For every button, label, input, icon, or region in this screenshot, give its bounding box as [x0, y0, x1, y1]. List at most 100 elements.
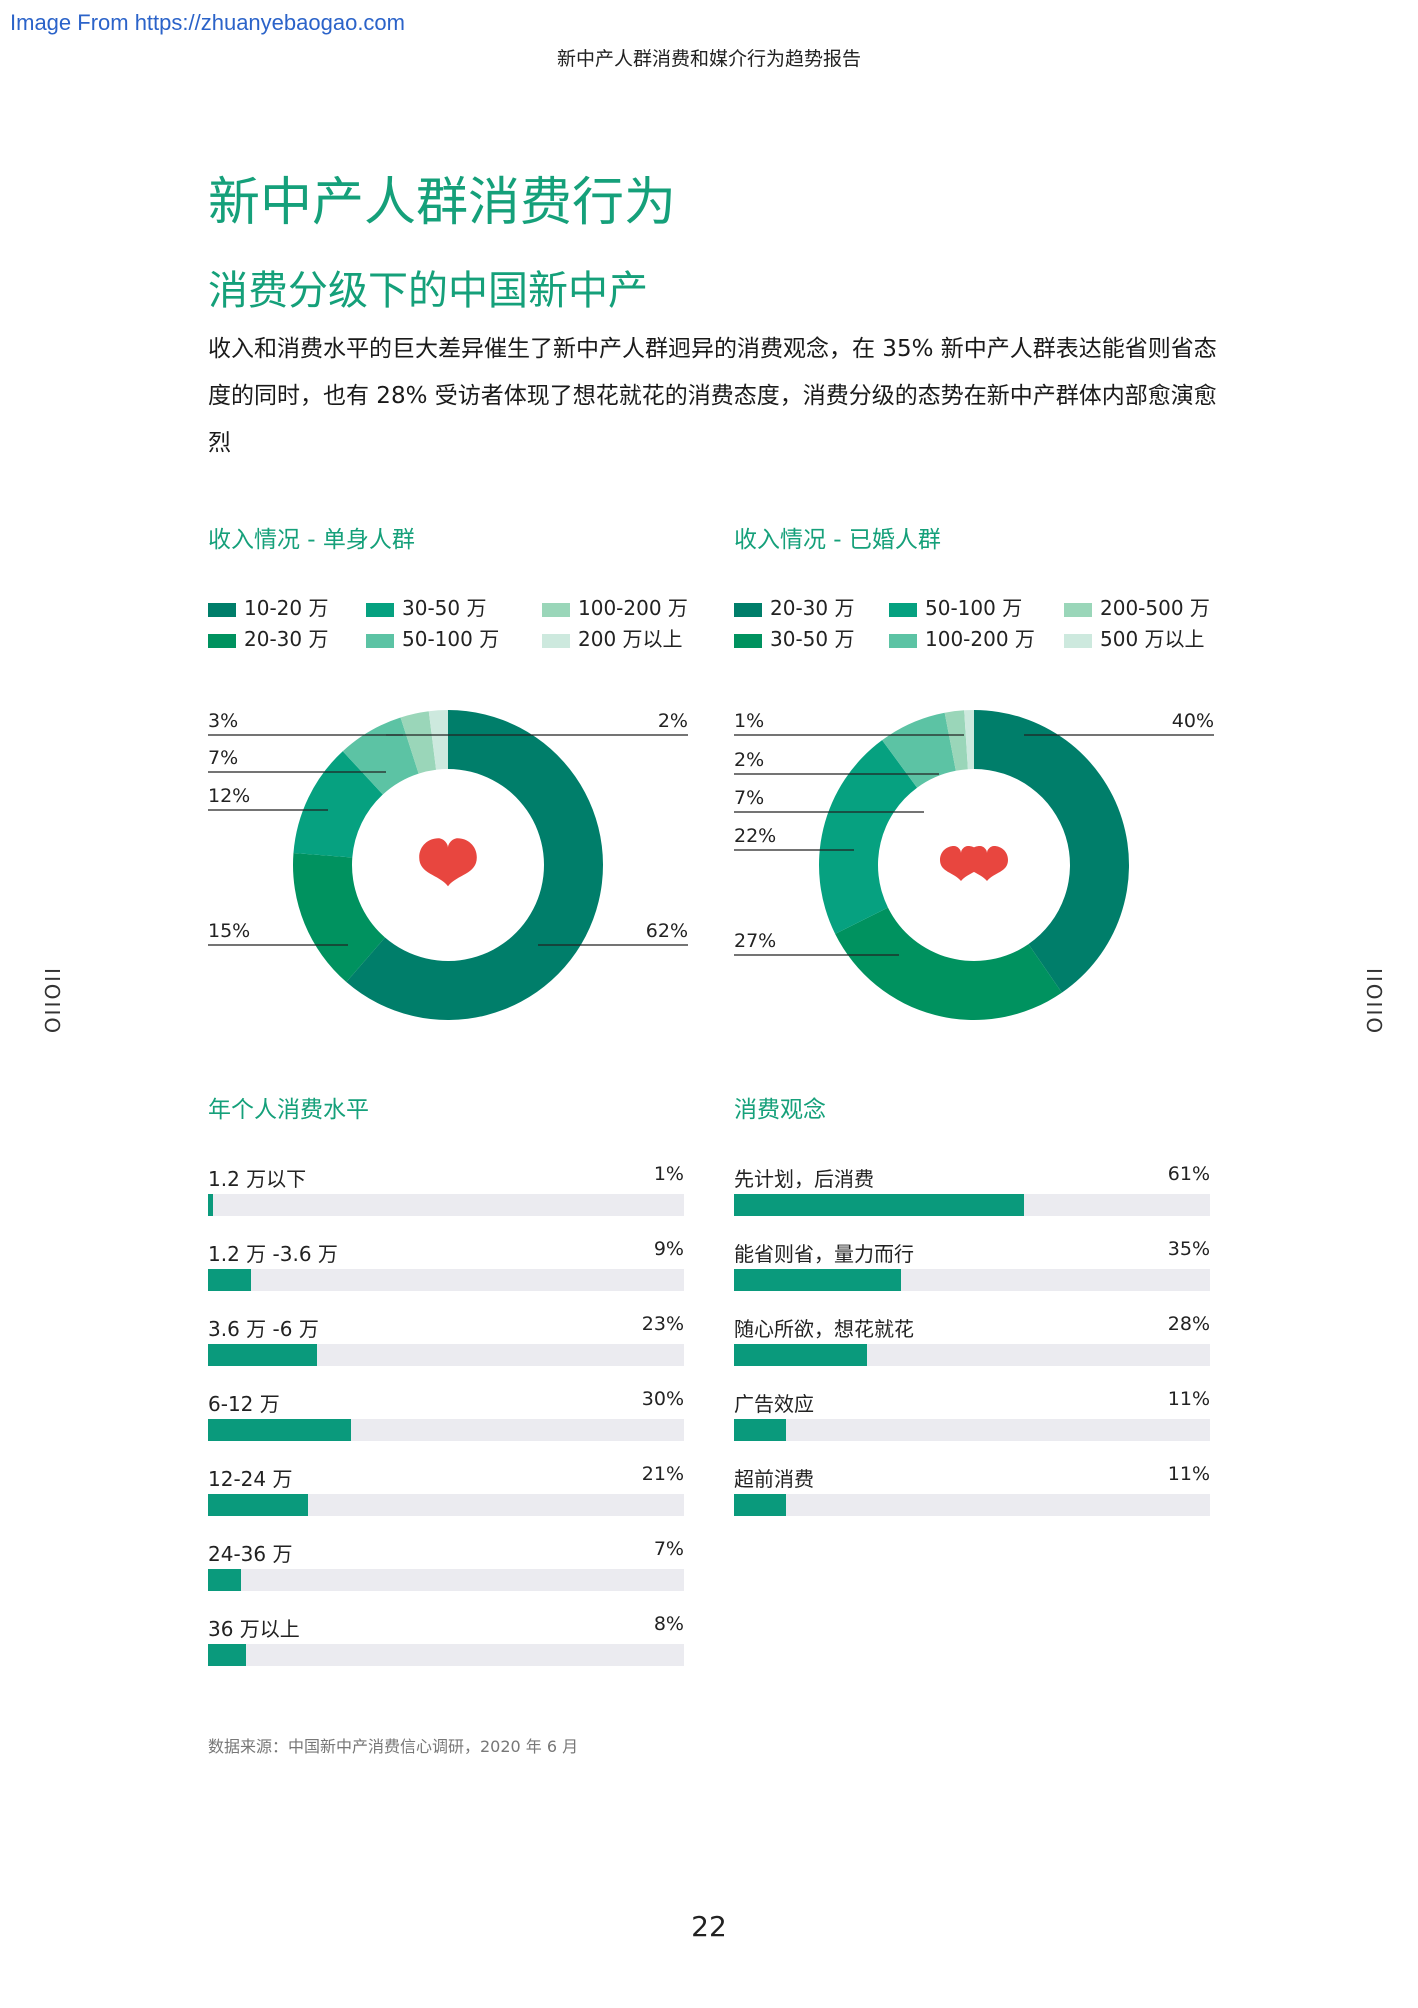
bar-track	[208, 1344, 684, 1366]
slice-label: 15%	[208, 920, 250, 942]
chart-title-married: 收入情况 - 已婚人群	[734, 527, 941, 553]
bar-track	[208, 1569, 684, 1591]
legend-item: 100-200 万	[542, 592, 688, 621]
bar-value-label: 7%	[653, 1538, 684, 1560]
bar-value-label: 30%	[641, 1388, 684, 1410]
donut-slice	[346, 710, 603, 1020]
bar-value-label: 28%	[1167, 1313, 1210, 1335]
side-mark-right: IIOIIO	[1362, 968, 1386, 1036]
donut-slice	[819, 740, 918, 934]
legend-label: 100-200 万	[578, 596, 688, 620]
slice-label: 2%	[658, 710, 688, 732]
bar-fill	[208, 1344, 318, 1366]
donut-slice	[342, 717, 419, 795]
page-title: 新中产人群消费行为	[208, 173, 677, 233]
legend-item: 30-50 万	[734, 623, 854, 652]
slice-label: 7%	[208, 747, 238, 769]
legend-swatch	[1064, 602, 1092, 617]
bar-fill	[734, 1419, 787, 1441]
legend-label: 20-30 万	[770, 596, 855, 620]
bar-category-label: 36 万以上	[208, 1617, 300, 1641]
donut-slice	[964, 710, 974, 770]
double-heart-icon	[940, 846, 1008, 881]
bar-category-label: 24-36 万	[208, 1542, 293, 1566]
bar-fill	[208, 1644, 247, 1666]
bar-track	[734, 1494, 1210, 1516]
bar-fill	[208, 1419, 351, 1441]
bar-track	[734, 1344, 1210, 1366]
bar-value-label: 21%	[641, 1463, 684, 1485]
bar-category-label: 随心所欲，想花就花	[734, 1317, 914, 1341]
bar-track	[208, 1494, 684, 1516]
single-heart-icon	[419, 838, 477, 887]
legend-label: 100-200 万	[925, 627, 1035, 651]
legend-item: 50-100 万	[889, 592, 1022, 621]
legend-item: 100-200 万	[889, 623, 1035, 652]
bar-track	[208, 1419, 684, 1441]
chart-title-spending-level: 年个人消费水平	[208, 1097, 369, 1123]
bar-fill	[208, 1194, 213, 1216]
bar-fill	[734, 1194, 1025, 1216]
legend-item: 200-500 万	[1064, 592, 1210, 621]
slice-label: 27%	[734, 930, 776, 952]
legend-swatch	[542, 602, 570, 617]
side-mark-left: IIOIIO	[40, 968, 64, 1036]
legend-label: 500 万以上	[1100, 627, 1205, 651]
page-number: 22	[691, 1910, 727, 1943]
bar-fill	[734, 1344, 868, 1366]
legend-swatch	[542, 633, 570, 648]
legend-swatch	[889, 633, 917, 648]
bar-track	[734, 1194, 1210, 1216]
report-header: 新中产人群消费和媒介行为趋势报告	[556, 48, 861, 70]
watermark-link[interactable]: Image From https://zhuanyebaogao.com	[10, 10, 405, 35]
legend-swatch	[1064, 633, 1092, 648]
legend-label: 200 万以上	[578, 627, 683, 651]
legend-label: 200-500 万	[1100, 596, 1210, 620]
data-source-note: 数据来源：中国新中产消费信心调研，2020 年 6 月	[208, 1737, 579, 1756]
bar-fill	[734, 1269, 901, 1291]
legend-item: 50-100 万	[366, 623, 499, 652]
bar-category-label: 1.2 万以下	[208, 1167, 307, 1191]
legend-item: 10-20 万	[208, 592, 328, 621]
legend-swatch	[734, 602, 762, 617]
bar-value-label: 9%	[653, 1238, 684, 1260]
donut-chart-single: 62% 15% 12% 7% 3% 2%	[208, 710, 688, 1020]
intro-paragraph: 收入和消费水平的巨大差异催生了新中产人群迥异的消费观念，在 35% 新中产人群表…	[208, 336, 1217, 456]
bar-value-label: 11%	[1167, 1463, 1210, 1485]
bar-value-label: 23%	[641, 1313, 684, 1335]
bar-track	[208, 1194, 684, 1216]
bar-track	[208, 1269, 684, 1291]
bar-fill	[208, 1269, 251, 1291]
legend-swatch	[208, 633, 236, 648]
legend-label: 50-100 万	[402, 627, 500, 651]
chart-title-single: 收入情况 - 单身人群	[208, 527, 415, 553]
legend-label: 50-100 万	[925, 596, 1023, 620]
bar-value-label: 61%	[1167, 1163, 1210, 1185]
donut-slice	[293, 751, 383, 858]
page-subtitle: 消费分级下的中国新中产	[208, 268, 648, 314]
slice-label: 7%	[734, 787, 764, 809]
bar-category-label: 3.6 万 -6 万	[208, 1317, 319, 1341]
slice-label: 22%	[734, 825, 776, 847]
legend-item: 30-50 万	[366, 592, 486, 621]
legend-label: 30-50 万	[770, 627, 855, 651]
donut-slice	[400, 711, 437, 774]
heart-shape	[966, 846, 1008, 881]
legend-swatch	[366, 633, 394, 648]
slice-label: 12%	[208, 785, 250, 807]
donut-slice	[944, 710, 968, 771]
donut-slice	[835, 907, 1062, 1020]
donut-chart-married: 40% 27% 22% 7% 2% 1%	[734, 710, 1214, 1020]
bar-category-label: 广告效应	[734, 1392, 814, 1416]
donut-slice	[974, 710, 1129, 993]
bar-value-label: 1%	[653, 1163, 684, 1185]
legend-swatch	[208, 602, 236, 617]
bar-category-label: 12-24 万	[208, 1467, 293, 1491]
bar-value-label: 35%	[1167, 1238, 1210, 1260]
legend-swatch	[889, 602, 917, 617]
bar-track	[208, 1644, 684, 1666]
slice-label: 40%	[1172, 710, 1214, 732]
bar-category-label: 能省则省，量力而行	[734, 1242, 914, 1266]
bar-fill	[734, 1494, 787, 1516]
legend-label: 10-20 万	[244, 596, 329, 620]
